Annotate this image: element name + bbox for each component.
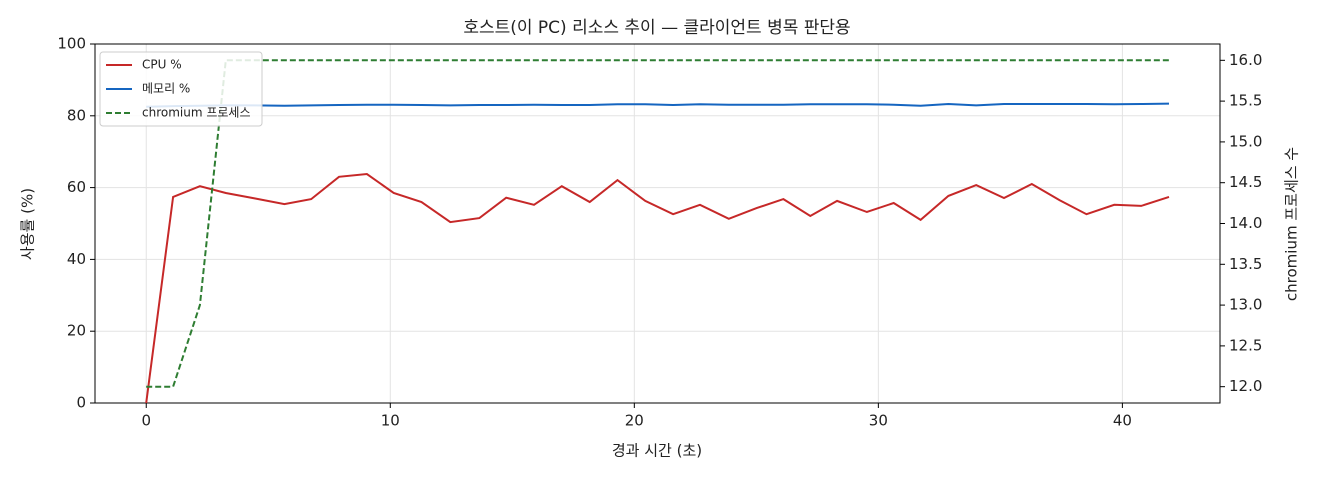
- x-axis-label: 경과 시간 (초): [612, 442, 702, 460]
- y-tick-label: 60: [67, 178, 86, 196]
- x-tick-label: 10: [381, 412, 400, 430]
- y-tick-label: 0: [76, 394, 86, 412]
- plot-frame: [94, 43, 1221, 404]
- y2-tick-label: 14.0: [1229, 214, 1262, 232]
- y2-tick-label: 13.0: [1229, 296, 1262, 314]
- x-tick-label: 30: [869, 412, 888, 430]
- x-tick-label: 20: [625, 412, 644, 430]
- y-tick-label: 80: [67, 106, 86, 124]
- data-line: [145, 172, 1170, 404]
- y-axis-label: 사용률 (%): [19, 188, 37, 260]
- x-tick-label: 40: [1113, 412, 1132, 430]
- y2-axis-label: chromium 프로세스 수: [1283, 147, 1301, 301]
- legend-label: 메모리 %: [142, 82, 190, 96]
- y2-tick-label: 15.0: [1229, 132, 1262, 150]
- legend-label: CPU %: [142, 58, 182, 72]
- legend: CPU % 메모리 % chromium 프로세스: [99, 51, 263, 127]
- y-tick-label: 40: [67, 250, 86, 268]
- data-line: [146, 59, 1169, 388]
- y2-tick-label: 14.5: [1229, 173, 1262, 191]
- y2-tick-label: 16.0: [1229, 51, 1262, 69]
- legend-box: [99, 51, 263, 127]
- x-tick-label: 0: [141, 412, 151, 430]
- chart-title: 호스트(이 PC) 리소스 추이 — 클라이언트 병목 판단용: [463, 18, 850, 38]
- legend-label: chromium 프로세스: [142, 106, 251, 120]
- y-tick-label: 20: [67, 322, 86, 340]
- y2-tick-label: 13.5: [1229, 255, 1262, 273]
- y2-tick-label: 12.5: [1229, 336, 1262, 354]
- y2-tick-label: 12.0: [1229, 377, 1262, 395]
- data-line: [146, 102, 1170, 108]
- y2-tick-label: 15.5: [1229, 92, 1262, 110]
- y-tick-label: 100: [57, 35, 86, 53]
